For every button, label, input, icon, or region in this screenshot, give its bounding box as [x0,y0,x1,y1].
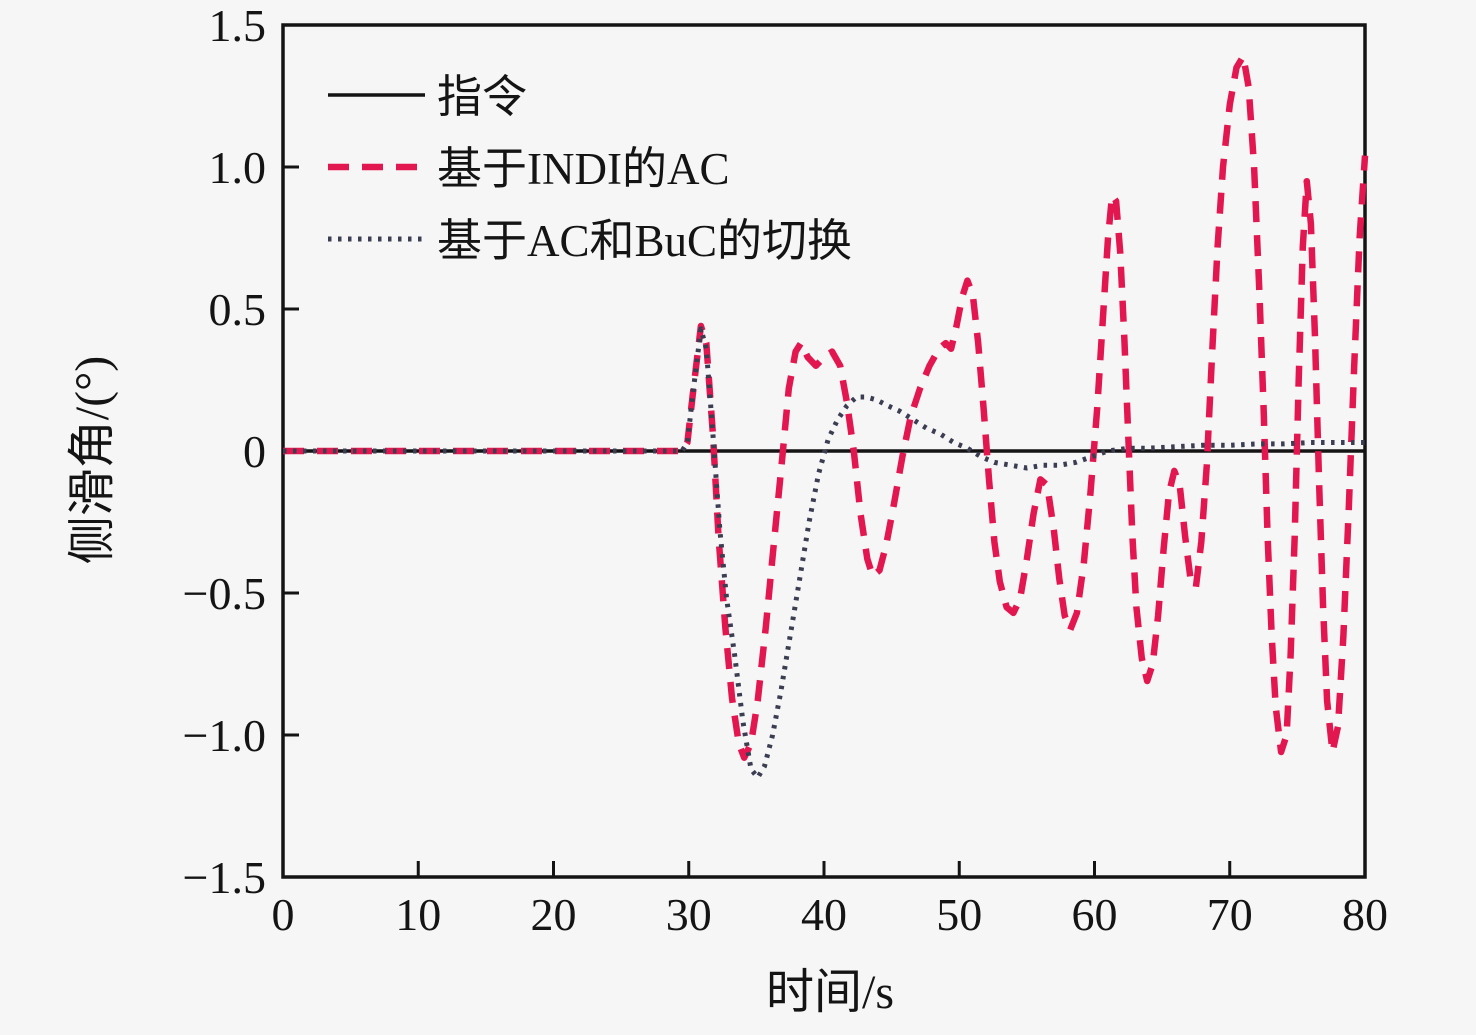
data-series [283,52,1369,781]
legend-label-command: 指令 [437,72,527,122]
y-tick-label: −0.5 [183,568,266,619]
legend-label-ac-buc-switching: 基于AC和BuC的切换 [437,216,852,266]
series-indi-ac-line [283,52,1369,761]
legend-item-command: 指令 [328,72,527,122]
y-tick-label: 0 [243,426,266,477]
x-tick-label: 20 [531,889,577,940]
x-tick-label: 0 [272,889,295,940]
y-axis-title: 侧滑角/(°) [66,356,119,565]
series-ac-buc-switching-line [283,326,1365,781]
x-tick-label: 40 [801,889,847,940]
x-tick-label: 80 [1342,889,1388,940]
legend-label-indi-ac: 基于INDI的AC [437,144,729,194]
legend: 指令 基于INDI的AC 基于AC和BuC的切换 [328,72,852,266]
x-tick-label: 10 [395,889,441,940]
y-tick-label: 1.0 [209,142,267,193]
y-tick-label: −1.0 [183,710,266,761]
x-tick-label: 50 [936,889,982,940]
legend-item-ac-buc-switching: 基于AC和BuC的切换 [328,216,852,266]
x-tick-label: 60 [1072,889,1118,940]
legend-item-indi-ac: 基于INDI的AC [328,144,729,194]
axis-tick-labels: 0 10 20 30 40 50 60 70 80 −1.5 −1.0 −0.5 0 0.5 1.0 1.5 [183,0,1388,940]
x-tick-label: 30 [666,889,712,940]
y-tick-label: −1.5 [183,852,266,903]
x-axis-title: 时间/s [766,966,894,1019]
y-tick-label: 0.5 [209,284,267,335]
y-tick-label: 1.5 [209,0,267,51]
x-tick-label: 70 [1207,889,1253,940]
